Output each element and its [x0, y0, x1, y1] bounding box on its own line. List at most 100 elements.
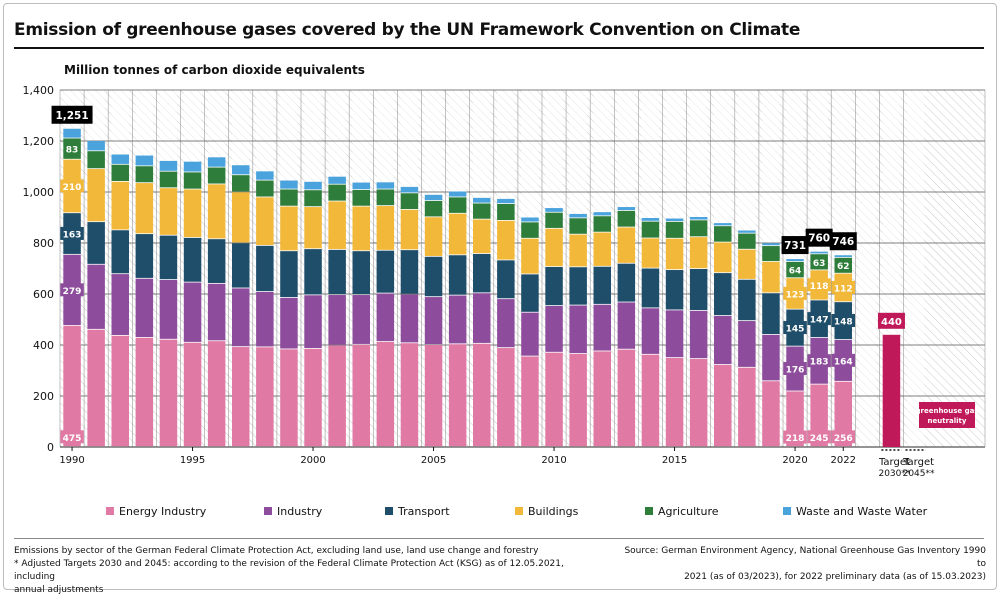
bar-segment	[473, 219, 491, 254]
legend-label: Buildings	[528, 505, 579, 518]
legend-label: Agriculture	[658, 505, 719, 518]
value-label-box	[783, 286, 807, 300]
bar-segment	[689, 220, 708, 237]
x-tick-label: 2005	[421, 455, 446, 466]
y-tick-label: 0	[47, 441, 54, 454]
value-label: 218	[786, 434, 805, 444]
bar-segment	[400, 209, 419, 250]
bar-segment	[665, 270, 684, 310]
bar-segment	[473, 203, 491, 219]
bar-segment	[521, 312, 539, 356]
bar-segment	[135, 183, 154, 234]
value-label-box	[783, 430, 807, 444]
value-label: 83	[66, 146, 79, 156]
value-label-box	[831, 430, 855, 444]
legend-label: Waste and Waste Water	[796, 505, 928, 518]
bar-segment	[256, 245, 274, 292]
bar-segment	[497, 348, 515, 447]
bar-segment	[545, 208, 563, 212]
bar-segment	[63, 325, 81, 447]
bar-segment	[689, 359, 708, 447]
legend: Energy Industry Industry Transport Building…	[0, 505, 1000, 525]
bar-segment	[400, 250, 419, 294]
value-label: 256	[834, 434, 853, 444]
neutrality-label-box	[919, 402, 975, 428]
bar-segment	[424, 297, 443, 345]
target-label: Target	[878, 457, 910, 468]
bar-segment	[376, 250, 395, 293]
bar-segment	[521, 222, 539, 238]
bar-segment	[256, 197, 274, 246]
target-label: 2045**	[903, 469, 935, 479]
bar-segment	[617, 349, 636, 447]
value-label: 279	[63, 287, 82, 297]
value-label-box	[807, 278, 831, 292]
bar-segment	[714, 226, 732, 242]
bar-segment	[738, 249, 756, 279]
bar-segment	[352, 206, 370, 251]
value-label-box	[783, 361, 807, 375]
value-label-box	[831, 314, 855, 328]
bar-segment	[352, 344, 370, 447]
target-label: 2030**	[878, 469, 910, 479]
value-label-box	[834, 258, 852, 272]
value-label-box	[807, 354, 831, 368]
bar-segment	[111, 274, 129, 336]
title-divider	[14, 47, 984, 49]
legend-swatch	[264, 507, 272, 515]
x-tick-label: 2015	[662, 455, 687, 466]
bar-segment	[762, 246, 780, 262]
legend-label: Industry	[277, 505, 323, 518]
bar-segment	[448, 213, 467, 255]
bar-segment	[665, 221, 684, 238]
value-label: 164	[834, 357, 853, 367]
legend-label: Energy Industry	[119, 505, 207, 518]
bar-segment	[762, 261, 780, 293]
bar-segment	[376, 189, 395, 206]
bar-segment	[424, 256, 443, 297]
bar-segment	[738, 230, 756, 233]
bar-segment	[183, 282, 202, 342]
bar-segment	[280, 349, 298, 447]
legend-item: Buildings	[515, 505, 578, 518]
value-label: 118	[810, 282, 829, 292]
bar-segment	[328, 201, 346, 250]
bar-segment	[448, 344, 467, 447]
bar-segment	[232, 243, 250, 288]
bar-segment	[304, 181, 322, 190]
bar-segment	[304, 295, 322, 349]
bar-segment	[352, 182, 370, 190]
bar-segment	[593, 212, 611, 216]
bar-segment	[207, 283, 226, 341]
chart-title: Emission of greenhouse gases covered by …	[14, 20, 801, 40]
value-label: 112	[834, 284, 853, 294]
bar-segment	[569, 267, 587, 305]
axes: 0 200 400 600 800 1,000 1,200 1,400 1990 1995 2000…	[23, 84, 936, 479]
bar-segment	[376, 182, 395, 189]
bar-segment	[207, 341, 226, 447]
value-label: 147	[810, 316, 829, 326]
source-note: Source: German Environment Agency, Natio…	[616, 545, 986, 584]
bar-segment	[448, 255, 467, 295]
bar-segment	[714, 223, 732, 226]
bar-segment	[111, 230, 129, 274]
bar-segment	[352, 189, 370, 206]
bar-segment	[328, 176, 346, 184]
bar-segment	[521, 238, 539, 274]
legend-divider	[14, 538, 984, 539]
bar-segment	[328, 345, 346, 447]
target-label-box	[877, 312, 905, 329]
footnote-left: Emissions by sector of the German Federa…	[14, 545, 574, 597]
y-tick-label: 200	[33, 390, 54, 403]
bar-segment	[545, 352, 563, 447]
bar-segment	[135, 166, 154, 183]
bar-segment	[448, 197, 467, 213]
bar-segment	[159, 171, 178, 188]
bar-segment	[328, 295, 346, 345]
y-tick-label: 400	[33, 339, 54, 352]
value-label-box	[60, 430, 84, 444]
bar-segment	[256, 171, 274, 180]
total-label-box	[805, 228, 833, 247]
footnote-line: * Adjusted Targets 2030 and 2045: accord…	[14, 559, 564, 582]
bar-segment	[617, 210, 636, 227]
